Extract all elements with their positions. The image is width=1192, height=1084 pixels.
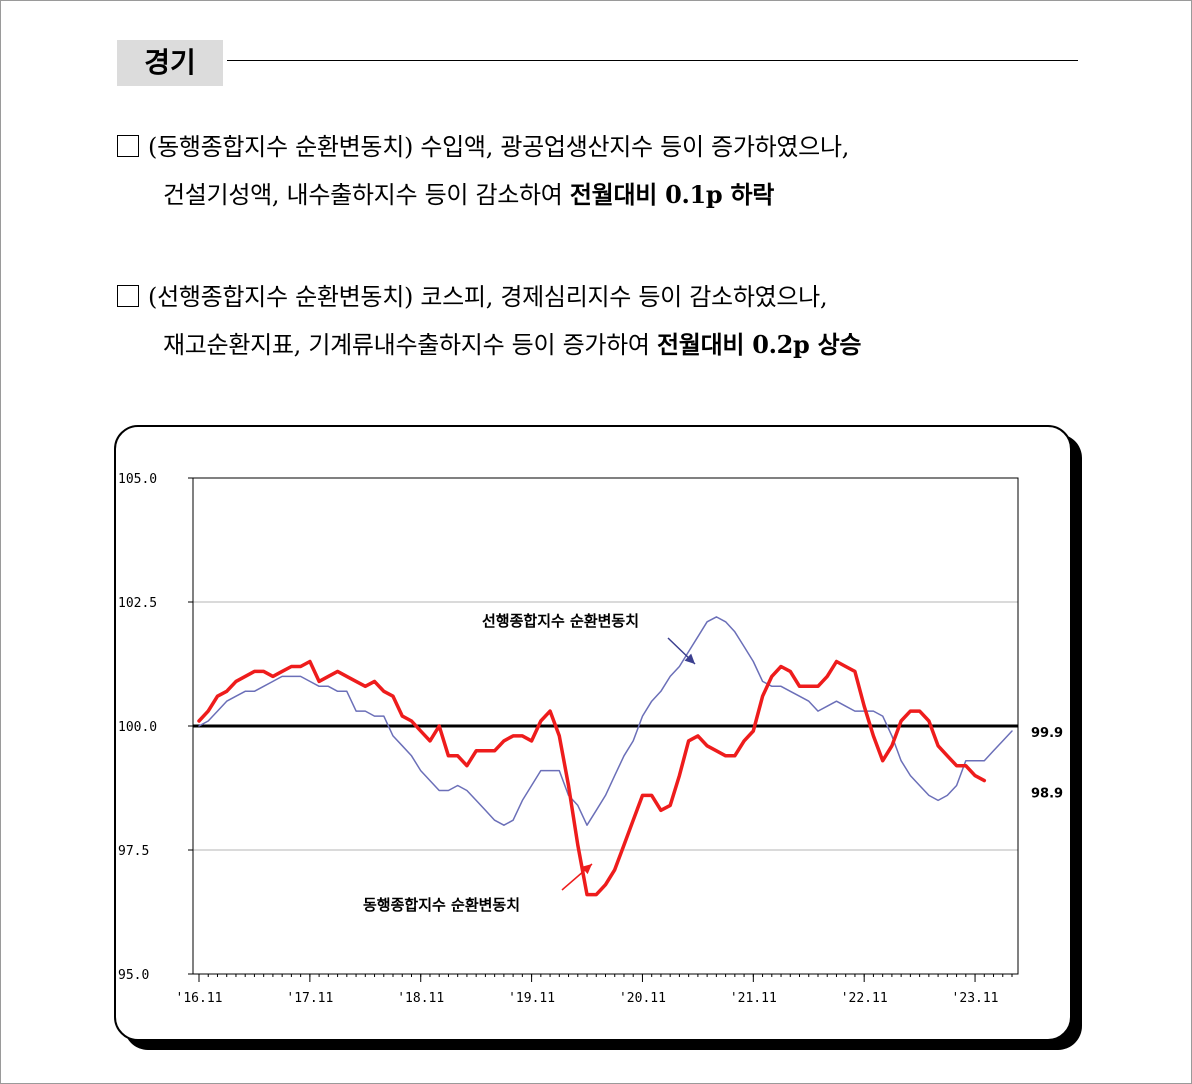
x-tick-label: '18.11	[397, 991, 444, 1006]
chart-frame	[114, 425, 1072, 1041]
y-tick-label: 97.5	[118, 844, 149, 859]
x-tick-label: '17.11	[286, 991, 333, 1006]
title-rule	[227, 60, 1078, 61]
y-tick-label: 100.0	[118, 720, 157, 735]
checkbox-square-icon	[117, 285, 139, 307]
paragraph-line: 건설기성액, 내수출하지수 등이 감소하여 전월대비 0.1p 하락	[117, 171, 1092, 219]
x-tick-label: '19.11	[508, 991, 555, 1006]
series-line-coincident	[197, 659, 987, 897]
paragraph-text: 수입액, 광공업생산지수 등이 증가하였으나,	[413, 133, 850, 161]
paragraph-leading: (선행종합지수 순환변동치) 코스피, 경제심리지수 등이 감소하였으나, 재고…	[117, 274, 1092, 369]
x-tick-label: '23.11	[952, 991, 999, 1006]
end-label-leading: 99.9	[1031, 726, 1063, 741]
x-tick-label: '20.11	[619, 991, 666, 1006]
paragraph-line: (동행종합지수 순환변동치) 수입액, 광공업생산지수 등이 증가하였으나,	[117, 124, 1092, 171]
axes-layer: 105.0 102.5 100.0 97.5 95.0 '16.11 '17.11 '18.1…	[118, 472, 1019, 1006]
x-tick-label: '21.11	[730, 991, 777, 1006]
x-tick-label: '22.11	[841, 991, 888, 1006]
paragraph-text: 건설기성액, 내수출하지수 등이 감소하여	[163, 181, 570, 209]
paragraph-line: (선행종합지수 순환변동치) 코스피, 경제심리지수 등이 감소하였으나,	[117, 274, 1092, 321]
annotation-arrow-coincident-head	[581, 864, 592, 875]
end-label-coincident: 98.9	[1031, 787, 1063, 802]
annotation-leading: 선행종합지수 순환변동치	[482, 612, 639, 630]
y-tick-label: 95.0	[118, 968, 149, 983]
annotation-coincident: 동행종합지수 순환변동치	[363, 896, 520, 914]
y-tick-label: 102.5	[118, 596, 157, 611]
paragraph-lead: (동행종합지수 순환변동치)	[148, 133, 414, 161]
x-tick-label: '16.11	[176, 991, 223, 1006]
checkbox-square-icon	[117, 135, 139, 157]
paragraph-lead: (선행종합지수 순환변동치)	[148, 283, 414, 311]
paragraph-conclusion: 전월대비 0.1p 하락	[569, 180, 775, 209]
paragraph-text: 재고순환지표, 기계류내수출하지수 등이 증가하여	[163, 331, 658, 359]
series-layer	[197, 616, 1013, 897]
paragraph-line: 재고순환지표, 기계류내수출하지수 등이 증가하여 전월대비 0.2p 상승	[117, 321, 1092, 369]
y-tick-label: 105.0	[118, 472, 157, 487]
series-line-leading	[198, 616, 1013, 826]
paragraph-coincident: (동행종합지수 순환변동치) 수입액, 광공업생산지수 등이 증가하였으나, 건…	[117, 124, 1092, 219]
grid-layer	[193, 601, 1018, 851]
paragraph-text: 코스피, 경제심리지수 등이 감소하였으나,	[413, 283, 828, 311]
section-title: 경기	[117, 40, 223, 86]
annotation-layer: 선행종합지수 순환변동치 동행종합지수 순환변동치 99.9 98.9	[363, 612, 1063, 914]
annotation-arrow-leading-head	[684, 653, 695, 664]
paragraph-conclusion: 전월대비 0.2p 상승	[657, 330, 862, 359]
